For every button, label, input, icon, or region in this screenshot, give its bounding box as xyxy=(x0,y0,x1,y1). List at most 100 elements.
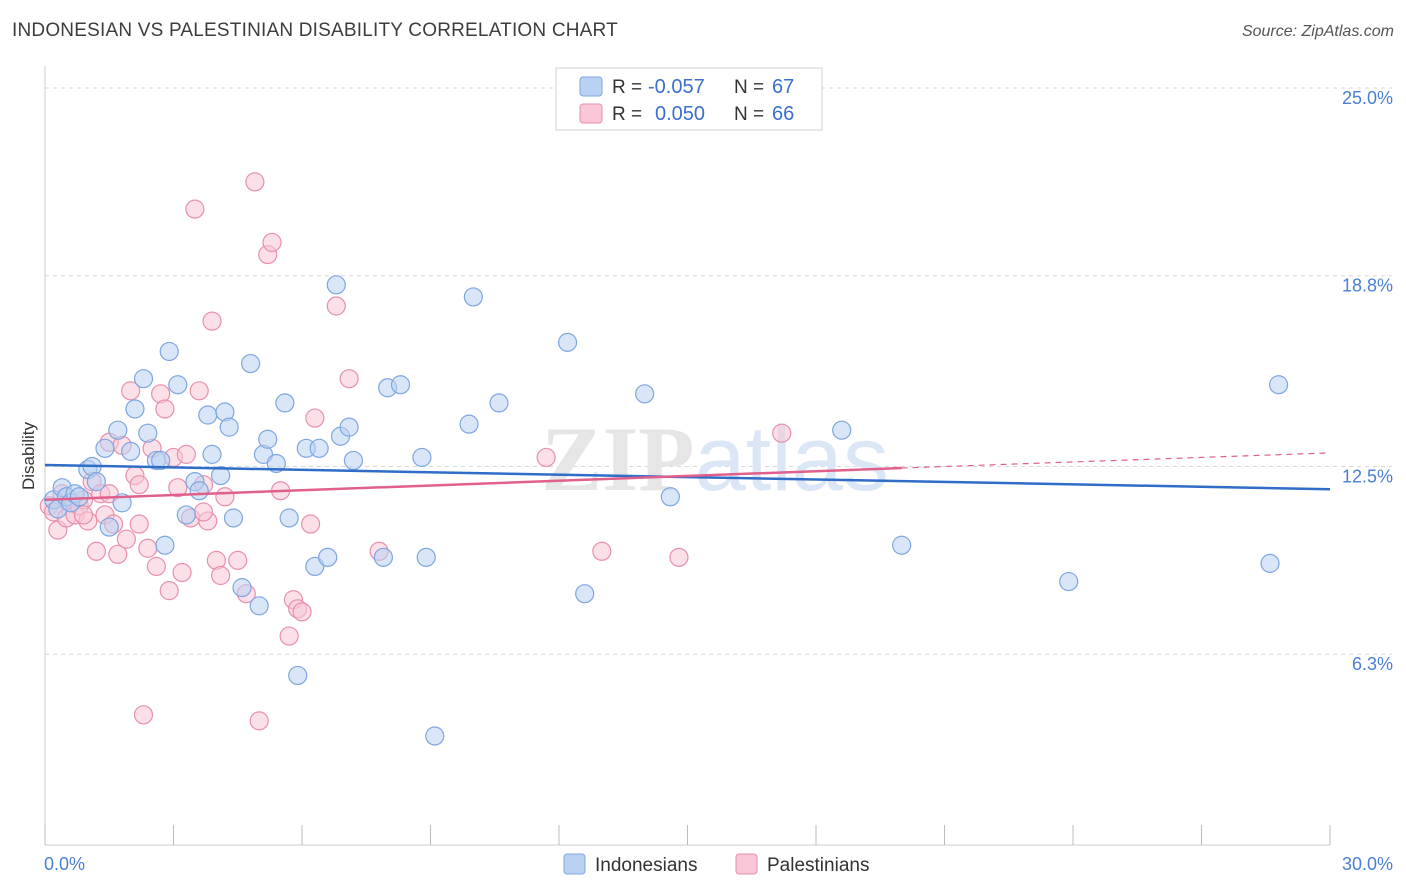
palestinian-point-25 xyxy=(146,556,166,577)
indonesian-point-39 xyxy=(279,508,299,528)
indonesian-point-45 xyxy=(326,275,346,295)
indonesian-point-10 xyxy=(95,438,115,458)
palestinian-point-31 xyxy=(172,562,192,583)
indonesian-point-56 xyxy=(463,287,483,307)
palestinian-point-21 xyxy=(129,475,149,495)
chart-title: INDONESIAN VS PALESTINIAN DISABILITY COR… xyxy=(12,20,618,41)
bottom-legend-swatch-palestinians xyxy=(735,853,758,875)
x-tick-labels: 0.0% 30.0% xyxy=(44,854,1393,874)
legend-swatch-palestinians xyxy=(579,103,603,124)
palestinian-point-56 xyxy=(339,369,359,389)
legend: R = -0.057 N = 67 R = 0.050 N = 66 xyxy=(555,67,823,131)
indonesian-point-52 xyxy=(412,447,432,468)
palestinian-point-41 xyxy=(215,487,235,507)
palestinian-point-59 xyxy=(592,541,612,561)
indonesian-point-38 xyxy=(275,393,295,413)
palestinian-point-55 xyxy=(326,296,346,316)
palestinian-point-61 xyxy=(772,423,792,443)
source-label: Source: ZipAtlas.com xyxy=(1241,23,1394,40)
legend-n-label-2: N = xyxy=(734,104,764,125)
indonesian-point-32 xyxy=(232,578,252,598)
indonesian-point-66 xyxy=(1268,375,1289,395)
indonesian-point-62 xyxy=(832,420,852,440)
palestinian-point-38 xyxy=(202,311,222,331)
indonesian-point-65 xyxy=(1260,553,1280,573)
indonesian-point-53 xyxy=(416,547,436,567)
palestinians-trend-extension xyxy=(901,452,1331,469)
indonesians-points xyxy=(43,275,1289,746)
indonesian-point-34 xyxy=(249,596,269,616)
indonesian-point-36 xyxy=(258,429,278,449)
legend-r-label-2: R = xyxy=(612,104,642,125)
palestinian-point-63 xyxy=(129,514,149,534)
legend-r-value-1: -0.057 xyxy=(648,76,705,98)
palestinian-point-28 xyxy=(159,581,179,601)
indonesian-point-51 xyxy=(390,375,411,395)
indonesian-point-48 xyxy=(343,450,363,471)
x-tick-label-1: 30.0% xyxy=(1342,854,1393,874)
indonesian-point-44 xyxy=(318,547,338,567)
indonesian-point-27 xyxy=(202,444,222,464)
bottom-legend-swatch-indonesians xyxy=(563,853,586,875)
palestinian-point-22 xyxy=(133,705,154,725)
indonesian-point-61 xyxy=(660,487,680,507)
indonesian-point-59 xyxy=(575,584,595,604)
indonesian-point-15 xyxy=(125,399,145,419)
indonesian-point-16 xyxy=(133,369,154,389)
palestinian-point-42 xyxy=(228,550,248,570)
palestinian-point-53 xyxy=(300,514,321,534)
indonesian-point-20 xyxy=(155,535,175,555)
palestinians-trend-line xyxy=(44,466,902,502)
y-axis-label: Disability xyxy=(19,421,38,490)
palestinian-point-35 xyxy=(189,381,209,401)
palestinian-point-49 xyxy=(279,626,299,646)
indonesian-point-37 xyxy=(266,453,286,474)
palestinian-point-44 xyxy=(245,172,265,192)
y-tick-label-2: 18.8% xyxy=(1342,276,1393,296)
y-tick-labels: 6.3% 12.5% 18.8% 25.0% xyxy=(1342,88,1393,674)
palestinian-point-54 xyxy=(305,408,325,428)
x-tick-label-0: 0.0% xyxy=(44,854,85,874)
indonesian-point-63 xyxy=(892,535,912,555)
palestinian-point-16 xyxy=(108,544,128,564)
palestinian-point-32 xyxy=(176,444,196,464)
trend-lines xyxy=(44,452,1331,502)
palestinian-point-23 xyxy=(138,538,158,558)
palestinian-point-40 xyxy=(211,565,231,586)
indonesian-point-58 xyxy=(557,332,578,352)
indonesian-point-26 xyxy=(198,405,218,425)
indonesian-point-33 xyxy=(241,353,261,374)
bottom-legend-palestinians: Palestinians xyxy=(767,855,869,876)
palestinian-point-18 xyxy=(116,529,136,549)
indonesian-point-47 xyxy=(339,417,359,437)
palestinian-point-52 xyxy=(292,602,312,622)
indonesian-point-12 xyxy=(108,420,128,440)
y-tick-label-1: 12.5% xyxy=(1342,467,1393,487)
indonesian-point-49 xyxy=(373,547,393,567)
indonesian-point-28 xyxy=(211,465,231,486)
indonesian-point-64 xyxy=(1059,571,1079,592)
palestinian-point-64 xyxy=(73,505,94,525)
palestinian-point-30 xyxy=(168,478,188,498)
palestinian-point-45 xyxy=(249,711,269,731)
indonesian-point-31 xyxy=(223,508,244,528)
indonesian-point-57 xyxy=(489,393,509,413)
y-tick-label-0: 6.3% xyxy=(1352,654,1393,674)
indonesian-point-6 xyxy=(69,487,89,507)
legend-r-label-1: R = xyxy=(612,77,642,98)
indonesian-point-43 xyxy=(309,438,329,458)
y-tick-label-3: 25.0% xyxy=(1342,88,1393,108)
indonesian-point-14 xyxy=(121,441,141,461)
palestinian-point-19 xyxy=(121,381,141,401)
indonesian-point-60 xyxy=(635,384,655,404)
indonesian-point-9 xyxy=(86,472,107,492)
indonesian-point-22 xyxy=(168,375,188,395)
palestinian-point-60 xyxy=(669,547,689,567)
indonesian-point-55 xyxy=(459,414,479,434)
legend-n-value-1: 67 xyxy=(772,76,794,98)
legend-n-label-1: N = xyxy=(734,77,764,98)
indonesian-point-25 xyxy=(189,481,209,501)
watermark-atlas: atlas xyxy=(695,408,889,510)
palestinian-point-11 xyxy=(86,541,107,561)
